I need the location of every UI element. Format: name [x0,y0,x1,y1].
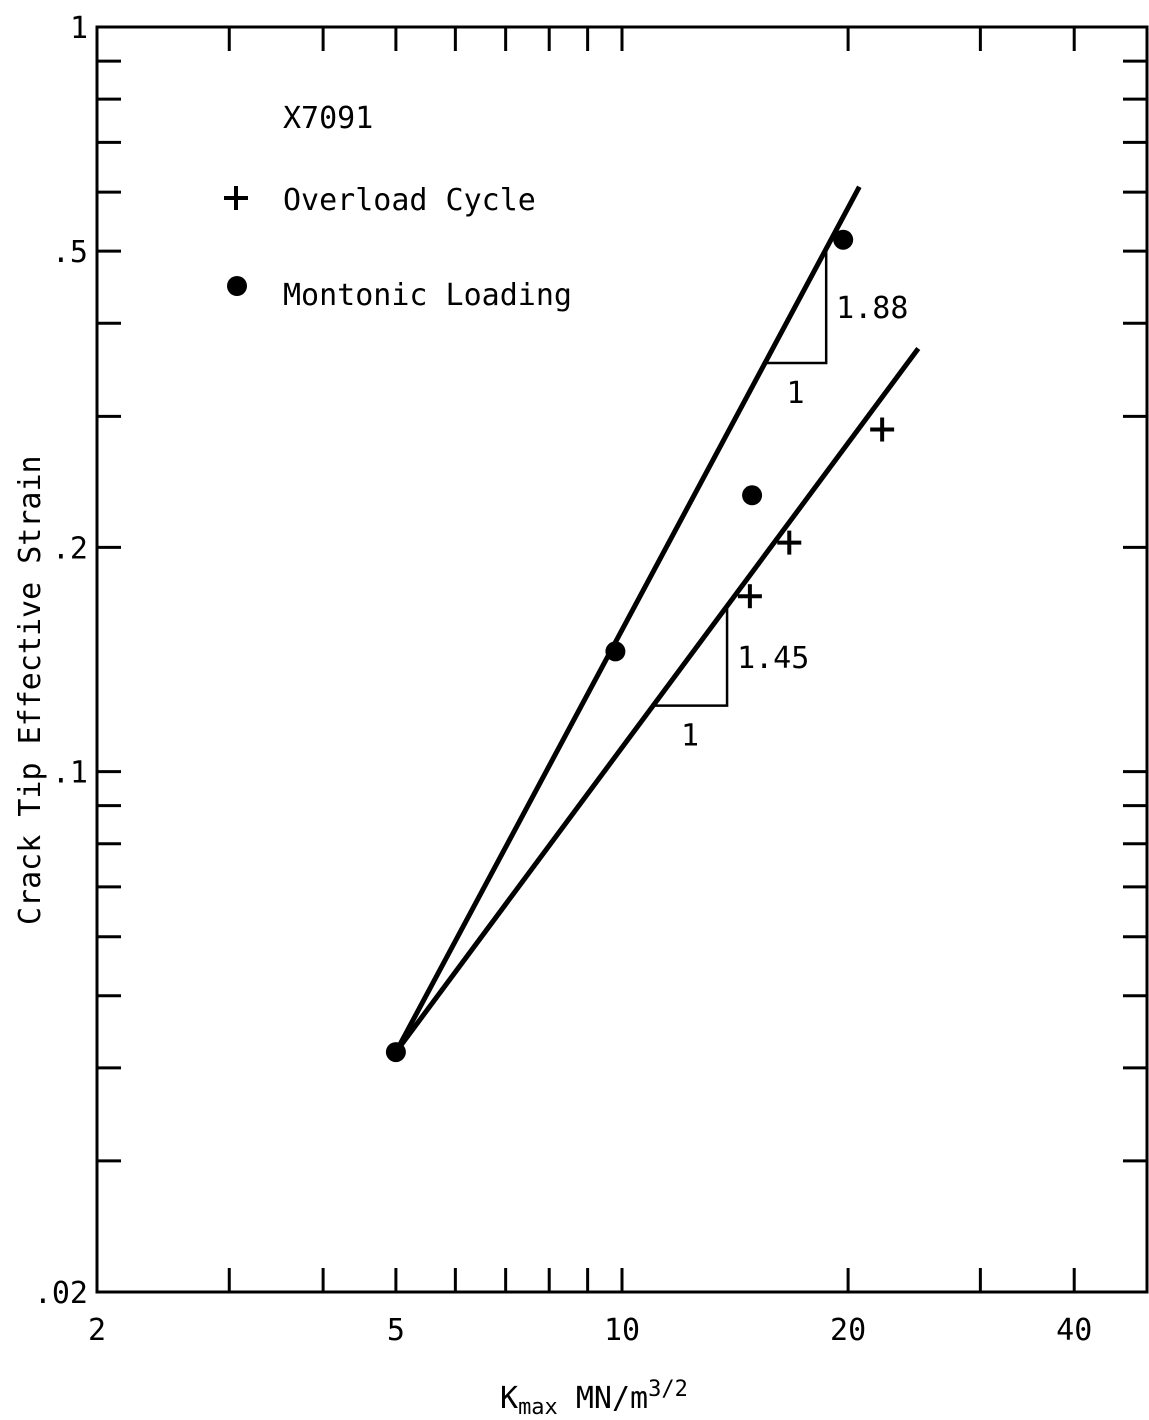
legend-plus-marker [224,186,248,210]
y-tick-label: .02 [34,1276,88,1311]
legend-title: X7091 [283,101,373,136]
x-axis-title: Kmax MN/m3/2 [500,1377,688,1420]
data-point-monotonic [386,1042,406,1062]
data-points [386,230,894,1062]
slope-run-label: 1 [787,376,805,411]
x-axis-title-main: K [500,1381,518,1416]
y-axis-title: Crack Tip Effective Strain [13,455,48,925]
x-tick-label: 2 [88,1313,106,1348]
y-tick-label: .1 [52,756,88,791]
x-tick-label: 20 [830,1313,866,1348]
legend-dot-marker [227,276,247,296]
x-tick-label: 10 [604,1313,640,1348]
axis-ticks [97,27,1147,1292]
slope-run-label: 1 [681,719,699,754]
y-tick-label: .2 [52,531,88,566]
y-tick-label: 1 [70,11,88,46]
legend-label-overload: Overload Cycle [283,183,536,218]
fit-line [396,187,859,1052]
x-axis-title-sup: 3/2 [648,1377,688,1402]
plot-frame [97,27,1147,1292]
legend-label-monotonic: Montonic Loading [283,278,572,313]
slope-rise-label: 1.45 [737,641,809,676]
x-axis-title-unit: MN/m [558,1381,648,1416]
data-point-monotonic [833,230,853,250]
x-tick-label: 40 [1056,1313,1092,1348]
axis-tick-labels: 2 5 10 20 40 .02 .1 .2 .5 1 [34,11,1092,1348]
x-axis-title-sub: max [518,1395,558,1420]
data-point-monotonic [742,485,762,505]
fit-line [396,349,918,1053]
legend: X7091 Overload Cycle Montonic Loading [224,101,572,313]
data-point-overload [870,418,894,442]
y-tick-label: .5 [52,235,88,270]
x-tick-label: 5 [387,1313,405,1348]
data-point-monotonic [605,641,625,661]
slope-rise-label: 1.88 [836,291,908,326]
